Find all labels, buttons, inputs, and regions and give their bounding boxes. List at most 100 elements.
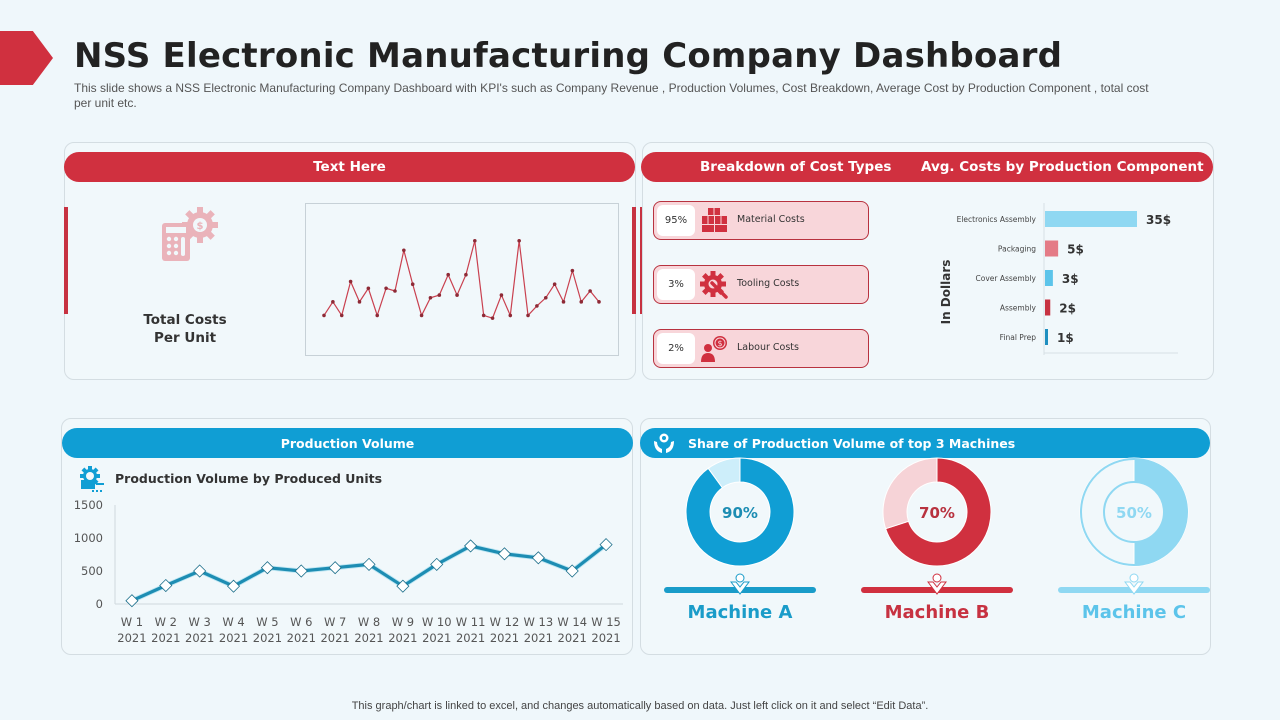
- hand-person-icon: [926, 572, 948, 600]
- pv-point: [362, 557, 376, 571]
- pv-point: [497, 547, 512, 561]
- avg-costs-bar-svg: Electronics Assembly 35$ Packaging 5$ Cover …: [957, 203, 1178, 355]
- pv-xtick-year: 2021: [422, 631, 451, 645]
- pv-point: [159, 578, 173, 593]
- pv-xtick-year: 2021: [185, 631, 214, 645]
- pv-point: [565, 564, 579, 578]
- cost-type-label: Tooling Costs: [737, 278, 800, 289]
- cost-type-label: Labour Costs: [737, 342, 799, 353]
- pv-xtick-year: 2021: [591, 631, 620, 645]
- cost-sparkline-svg: [322, 238, 601, 320]
- cost-types-header-label: Breakdown of Cost Types: [700, 159, 892, 175]
- pv-point: [464, 539, 478, 553]
- pv-xtick-year: 2021: [388, 631, 417, 645]
- bar-data-label: 35$: [1146, 213, 1171, 227]
- pv-xtick-label: W 5: [256, 615, 278, 629]
- sparkline-point: [322, 313, 326, 318]
- pv-xtick-year: 2021: [287, 631, 316, 645]
- machine-name-label: Machine B: [884, 602, 990, 623]
- cost-sparkline-chart[interactable]: [305, 203, 619, 356]
- material-boxes-icon: [700, 207, 728, 237]
- pv-point: [396, 579, 410, 593]
- sparkline-point: [570, 268, 575, 273]
- sparkline-point: [375, 313, 380, 318]
- pv-ytick-label: 1000: [74, 531, 103, 545]
- pv-ytick-label: 0: [96, 597, 103, 611]
- calculator-gear-dollar-icon: $: [160, 205, 222, 267]
- pv-xtick-year: 2021: [354, 631, 383, 645]
- divider-accent-bar: [632, 207, 636, 314]
- sparkline-point: [508, 313, 513, 318]
- pv-point: [226, 579, 241, 593]
- sparkline-point: [384, 286, 388, 291]
- bar-4: [1045, 329, 1048, 345]
- pv-xtick-label: W 13: [523, 615, 553, 629]
- pv-xtick-year: 2021: [320, 631, 349, 645]
- pv-xtick-label: W 2: [155, 615, 177, 629]
- machine-donut-svg: 70%: [882, 457, 992, 567]
- sparkline-point: [588, 289, 592, 293]
- machine-inner-ring: [1103, 481, 1165, 543]
- machines-share-header: Share of Production Volume of top 3 Mach…: [640, 428, 1210, 458]
- avg-costs-bar-chart[interactable]: Electronics Assembly 35$ Packaging 5$ Cover …: [940, 200, 1200, 379]
- sparkline-point: [393, 289, 397, 293]
- pv-xtick-year: 2021: [524, 631, 553, 645]
- hand-person-icon: [729, 572, 751, 600]
- total-costs-per-unit-label: Total Costs Per Unit: [130, 311, 240, 347]
- machine-donut-0[interactable]: 90%: [684, 456, 796, 572]
- bar-category-label: Electronics Assembly: [957, 215, 1037, 224]
- sparkline-point: [481, 313, 486, 318]
- sparkline-point: [348, 279, 353, 284]
- svg-text:$: $: [197, 221, 204, 232]
- sparkline-point: [446, 272, 450, 277]
- cost-type-percent: 3%: [657, 269, 695, 300]
- machine-name-label: Machine C: [1081, 602, 1187, 623]
- pv-xtick-label: W 15: [591, 615, 621, 629]
- sparkline-point: [410, 282, 415, 287]
- production-volume-chart-title: Production Volume by Produced Units: [115, 471, 383, 486]
- pv-point: [125, 594, 139, 608]
- title-accent-arrow: [0, 31, 53, 85]
- machine-donut-svg: 90%: [685, 457, 795, 567]
- sparkline-point: [357, 300, 362, 304]
- machine-outline-ring: [1080, 458, 1188, 566]
- production-volume-header: Production Volume: [62, 428, 633, 458]
- pv-xtick-label: W 9: [392, 615, 414, 629]
- sparkline-point: [597, 300, 601, 304]
- page-subtitle: This slide shows a NSS Electronic Manufa…: [74, 81, 1149, 110]
- machine-donut-2[interactable]: 50%: [1078, 456, 1190, 572]
- avg-costs-header-label: Avg. Costs by Production Component: [921, 159, 1204, 175]
- pv-point: [531, 551, 545, 565]
- machines-share-header-label: Share of Production Volume of top 3 Mach…: [688, 435, 1016, 451]
- hand-person-icon: [1123, 572, 1145, 600]
- sparkline-point: [473, 238, 477, 243]
- pv-xtick-label: W 6: [290, 615, 312, 629]
- sparkline-point: [455, 293, 459, 297]
- cost-type-material: 95% Material Costs: [653, 201, 869, 240]
- bar-category-label: Assembly: [1000, 304, 1037, 313]
- bar-2: [1045, 270, 1053, 286]
- machine-share-slice: [685, 457, 795, 567]
- left-accent-bar: [64, 207, 68, 314]
- sparkline-point: [579, 300, 584, 304]
- pv-ytick-label: 500: [81, 564, 103, 578]
- sparkline-point: [499, 293, 504, 297]
- production-volume-line-chart[interactable]: 0 500 1000 1500 W 1 2021 W 2 2021 W 3 2021 W 4 2021…: [60, 490, 632, 654]
- pv-xtick-year: 2021: [490, 631, 519, 645]
- bar-category-label: Packaging: [998, 245, 1036, 254]
- pv-point: [260, 561, 274, 575]
- pv-xtick-year: 2021: [219, 631, 248, 645]
- machine-share-label: 50%: [1116, 504, 1152, 522]
- pv-point: [599, 538, 613, 552]
- bar-data-label: 1$: [1057, 331, 1074, 345]
- machine-donut-1[interactable]: 70%: [881, 456, 993, 572]
- pv-xtick-label: W 8: [358, 615, 380, 629]
- sparkline-point: [490, 316, 495, 320]
- pv-xtick-label: W 14: [557, 615, 587, 629]
- page-title: NSS Electronic Manufacturing Company Das…: [74, 36, 1063, 76]
- pv-point: [430, 557, 444, 571]
- machine-rest-slice: [707, 457, 741, 489]
- pv-xtick-label: W 12: [490, 615, 520, 629]
- bar-category-label: Final Prep: [1000, 333, 1037, 342]
- hands-gear-icon: [652, 431, 676, 458]
